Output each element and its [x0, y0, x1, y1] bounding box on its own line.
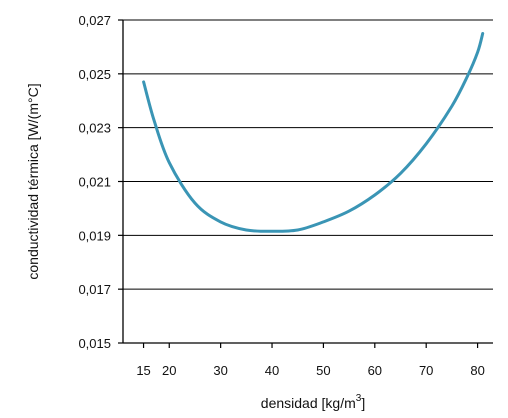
- y-tick-label: 0,017: [78, 282, 111, 297]
- x-tick-label: 20: [162, 363, 176, 378]
- x-tick-label: 80: [470, 363, 484, 378]
- x-tick-label: 30: [213, 363, 227, 378]
- grid-lines: [123, 19, 493, 290]
- y-tick-label: 0,019: [78, 228, 111, 243]
- y-tick-label: 0,015: [78, 336, 111, 351]
- y-tick-label: 0,023: [78, 121, 111, 136]
- x-axis-title-suffix: ]: [361, 395, 365, 411]
- x-tick-label: 50: [316, 363, 330, 378]
- y-tick-label: 0,021: [78, 175, 111, 190]
- x-axis-title: densidad [kg/m3]: [261, 393, 365, 411]
- y-tick-label: 0,025: [78, 67, 111, 82]
- y-axis-ticks: 0,015 0,017 0,019 0,021 0,023 0,025 0,027: [78, 13, 123, 351]
- x-tick-label: 40: [265, 363, 279, 378]
- x-tick-label: 70: [419, 363, 433, 378]
- x-axis-ticks: 15 20 30 40 50 60 70 80: [136, 343, 485, 378]
- x-tick-label: 15: [136, 363, 150, 378]
- series-line: [142, 32, 485, 233]
- x-tick-label: 60: [368, 363, 382, 378]
- x-axis-title-text: densidad [kg/m: [261, 395, 356, 411]
- x-axis-title-superscript: 3: [356, 393, 362, 404]
- y-tick-label: 0,027: [78, 13, 111, 28]
- y-axis-title: conductividad térmica [W/(m°C]: [25, 83, 41, 279]
